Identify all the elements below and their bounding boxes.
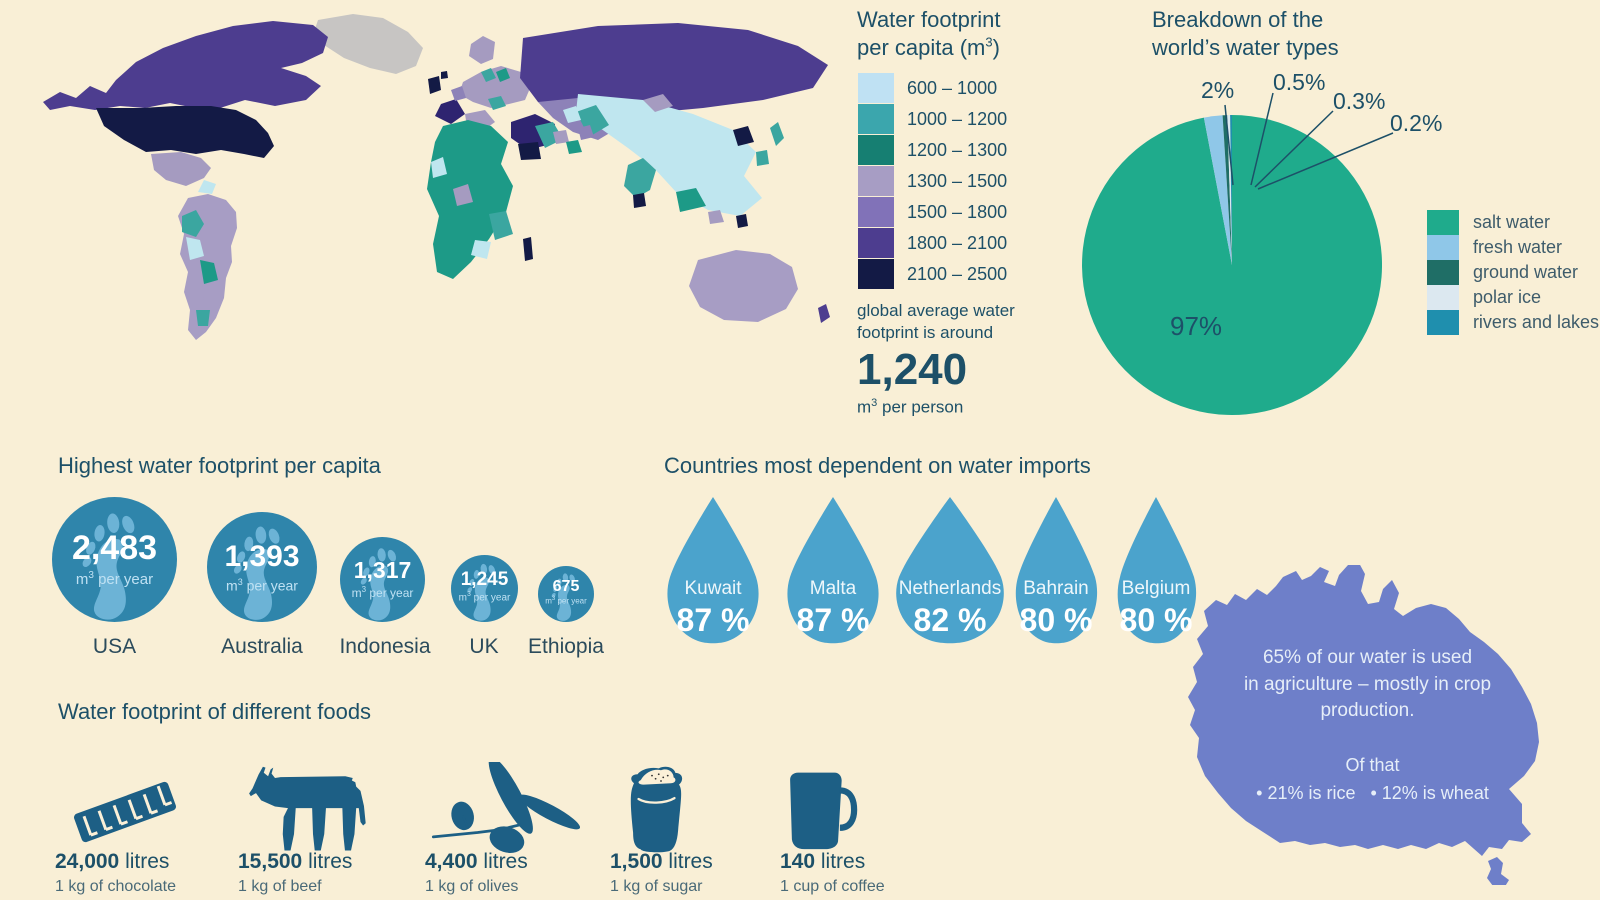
svg-text:0.5%: 0.5%	[1273, 69, 1325, 95]
svg-text:2%: 2%	[1201, 77, 1234, 103]
svg-text:97%: 97%	[1170, 311, 1222, 341]
svg-text:0.3%: 0.3%	[1333, 88, 1385, 114]
svg-text:0.2%: 0.2%	[1390, 110, 1442, 136]
